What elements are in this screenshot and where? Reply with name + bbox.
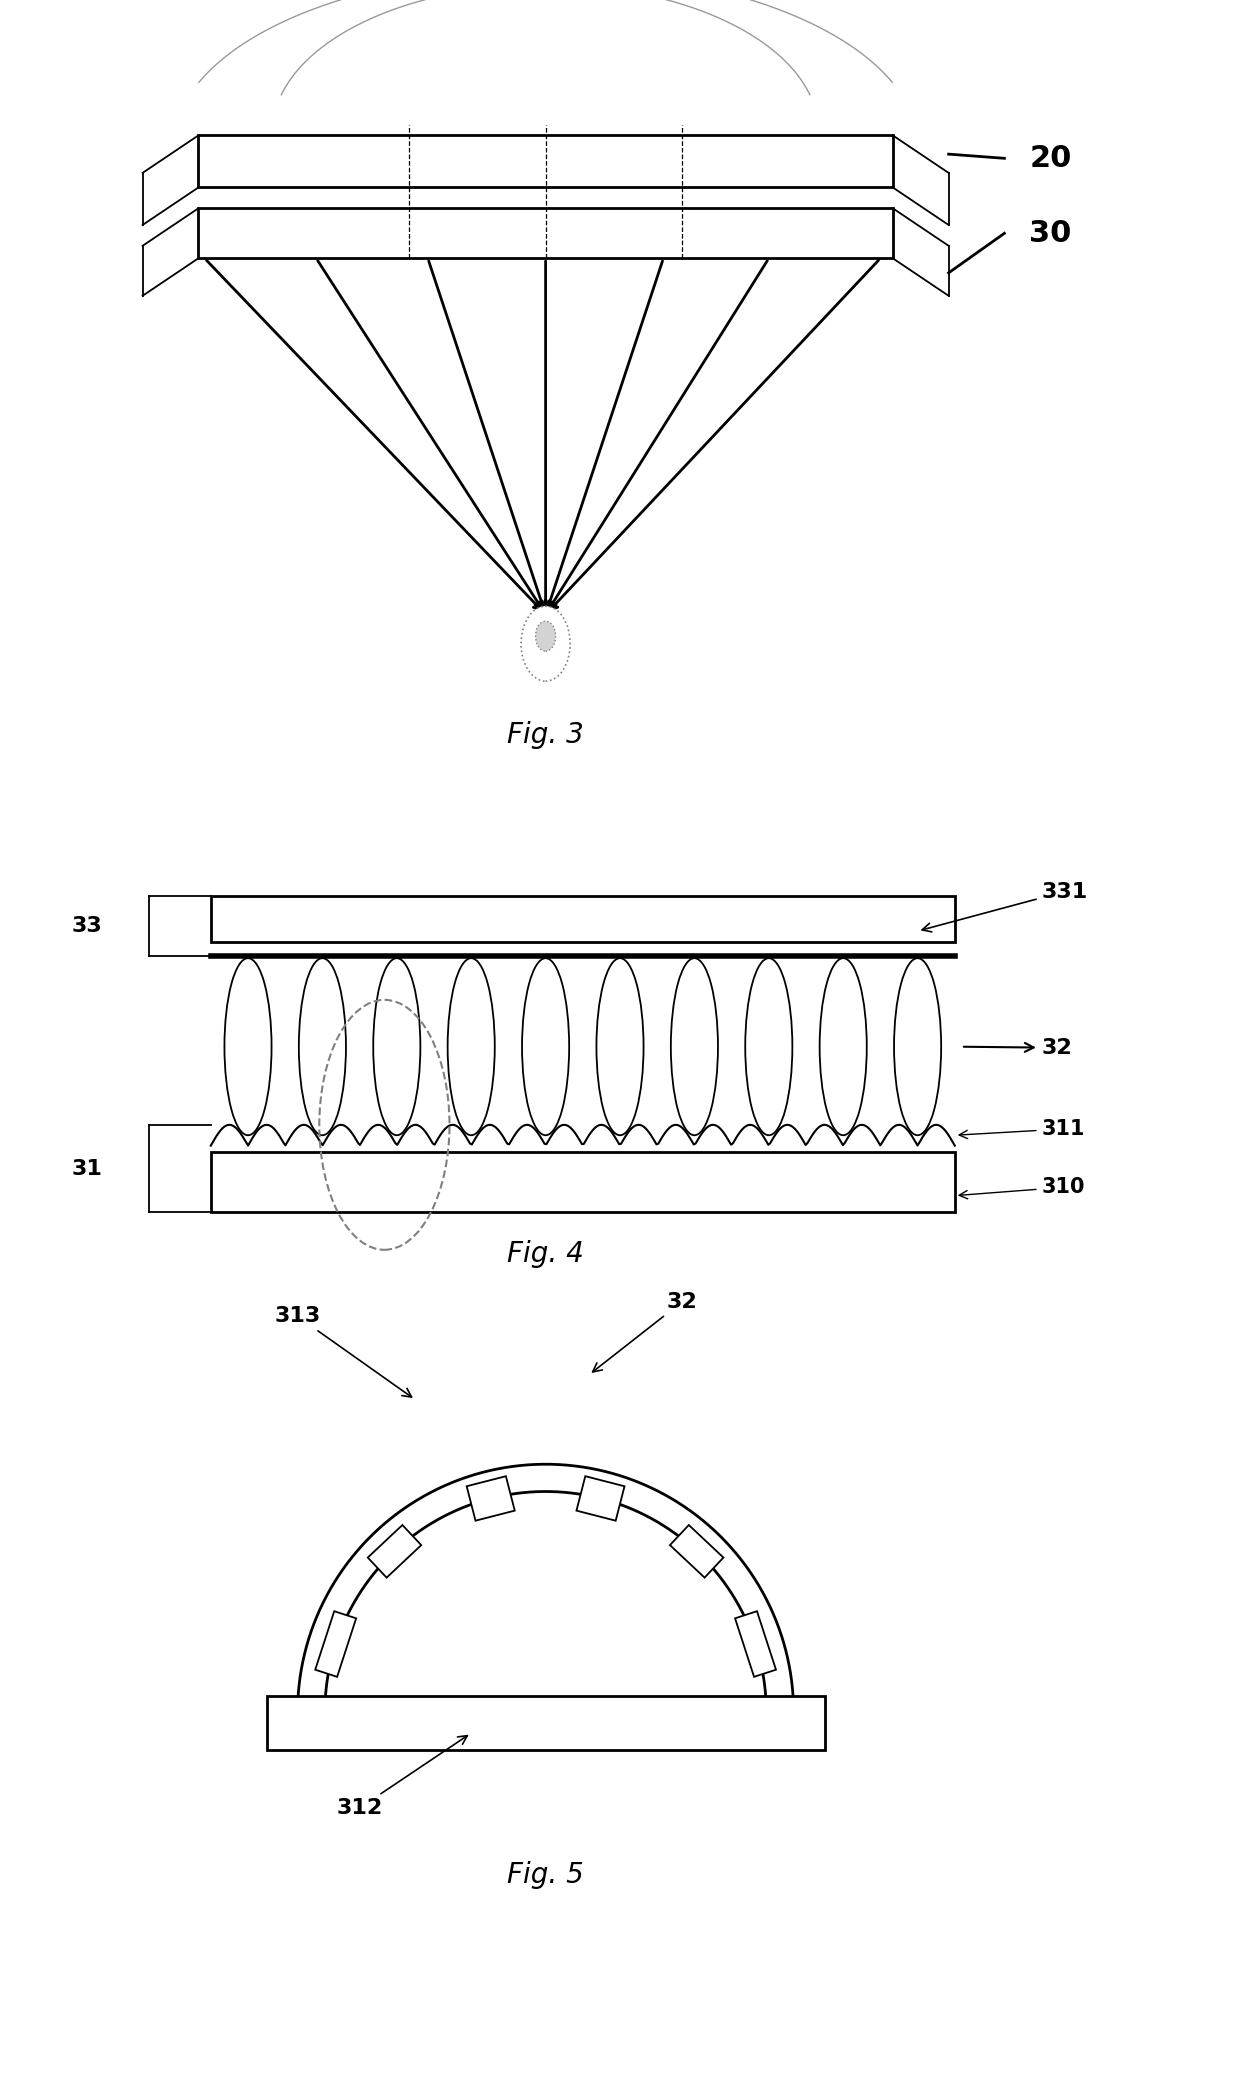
Bar — [211, 896, 955, 942]
Ellipse shape — [448, 958, 495, 1135]
Ellipse shape — [299, 958, 346, 1135]
Ellipse shape — [373, 958, 420, 1135]
Ellipse shape — [522, 958, 569, 1135]
Ellipse shape — [224, 958, 272, 1135]
Ellipse shape — [596, 958, 644, 1135]
Polygon shape — [735, 1612, 776, 1677]
Text: 311: 311 — [959, 1119, 1085, 1139]
Text: 31: 31 — [72, 1158, 102, 1179]
Ellipse shape — [745, 958, 792, 1135]
Ellipse shape — [521, 606, 570, 681]
Polygon shape — [315, 1612, 356, 1677]
Ellipse shape — [894, 958, 941, 1135]
Text: 312: 312 — [336, 1735, 467, 1818]
Polygon shape — [577, 1477, 625, 1521]
Ellipse shape — [820, 958, 867, 1135]
Ellipse shape — [536, 621, 556, 652]
Text: 32: 32 — [593, 1291, 697, 1373]
Polygon shape — [466, 1477, 515, 1521]
Text: 30: 30 — [1029, 219, 1071, 248]
Polygon shape — [368, 1525, 422, 1577]
Text: Fig. 5: Fig. 5 — [507, 1860, 584, 1889]
Bar — [198, 135, 893, 187]
Text: 313: 313 — [274, 1306, 412, 1398]
Text: 32: 32 — [963, 1037, 1073, 1058]
Text: 331: 331 — [923, 881, 1087, 931]
Text: 310: 310 — [959, 1177, 1085, 1200]
Ellipse shape — [671, 958, 718, 1135]
Bar — [198, 208, 893, 258]
Bar — [211, 1152, 955, 1212]
Text: Fig. 4: Fig. 4 — [507, 1239, 584, 1269]
Text: 33: 33 — [72, 917, 102, 935]
Text: Fig. 3: Fig. 3 — [507, 721, 584, 750]
Text: 20: 20 — [1029, 144, 1071, 173]
Polygon shape — [670, 1525, 723, 1577]
Bar — [267, 1696, 825, 1750]
